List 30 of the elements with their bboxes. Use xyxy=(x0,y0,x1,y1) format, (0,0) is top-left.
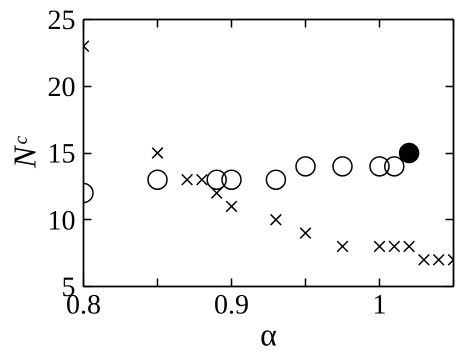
y-axis-title: Nᶜ xyxy=(6,136,42,169)
point xyxy=(403,240,416,253)
point xyxy=(299,227,312,240)
point xyxy=(432,254,445,266)
x-axis-title: α xyxy=(260,316,278,352)
x-tick-label: 1 xyxy=(372,290,386,320)
point xyxy=(196,174,208,186)
point xyxy=(270,214,282,226)
x-tick-label: 0.9 xyxy=(214,290,249,320)
point xyxy=(206,169,227,190)
point xyxy=(147,169,168,190)
point xyxy=(373,240,386,253)
y-tick-label: 20 xyxy=(48,72,76,103)
point xyxy=(398,142,420,164)
point xyxy=(181,174,194,186)
point xyxy=(336,240,349,253)
y-tick-label: 15 xyxy=(48,138,76,170)
point xyxy=(369,156,390,177)
y-tick-label: 10 xyxy=(48,205,76,236)
point xyxy=(384,156,405,177)
point xyxy=(388,240,400,253)
point xyxy=(221,169,242,190)
point xyxy=(332,156,353,177)
point xyxy=(210,186,223,200)
point xyxy=(266,169,286,190)
y-tick-label: 25 xyxy=(48,5,76,36)
point xyxy=(295,156,316,177)
point xyxy=(151,146,164,160)
point xyxy=(225,200,238,212)
point xyxy=(418,254,430,266)
